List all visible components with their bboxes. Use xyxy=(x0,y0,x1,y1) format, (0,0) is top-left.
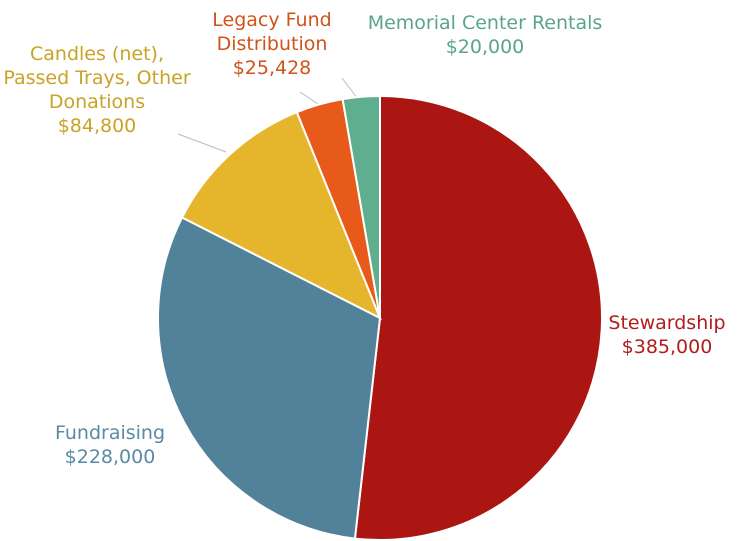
category-label: Memorial Center Rentals xyxy=(367,12,603,34)
category-label: Stewardship xyxy=(608,312,726,334)
value-label: $84,800 xyxy=(57,115,137,137)
category-label: Legacy Fund Distribution xyxy=(212,9,332,55)
label: Fundraising $228,000 xyxy=(30,421,190,469)
value-label: $20,000 xyxy=(445,36,525,58)
label: Candles (net), Passed Trays, Other Donat… xyxy=(2,42,192,138)
pie-slice xyxy=(157,216,382,540)
leader-line xyxy=(299,91,319,105)
label: Memorial Center Rentals $20,000 xyxy=(345,11,625,59)
pie-slice xyxy=(353,94,603,541)
category-label: Candles (net), Passed Trays, Other Donat… xyxy=(3,43,191,113)
category-label: Fundraising xyxy=(54,422,166,444)
pie-slice xyxy=(180,110,382,321)
leader-line xyxy=(177,133,227,153)
value-label: $385,000 xyxy=(621,336,713,358)
pie-slice xyxy=(341,94,381,319)
label: Stewardship $385,000 xyxy=(600,311,734,359)
label: Legacy Fund Distribution $25,428 xyxy=(212,8,332,80)
value-label: $228,000 xyxy=(64,446,156,468)
value-label: $25,428 xyxy=(232,57,312,79)
leader-line xyxy=(341,77,359,100)
